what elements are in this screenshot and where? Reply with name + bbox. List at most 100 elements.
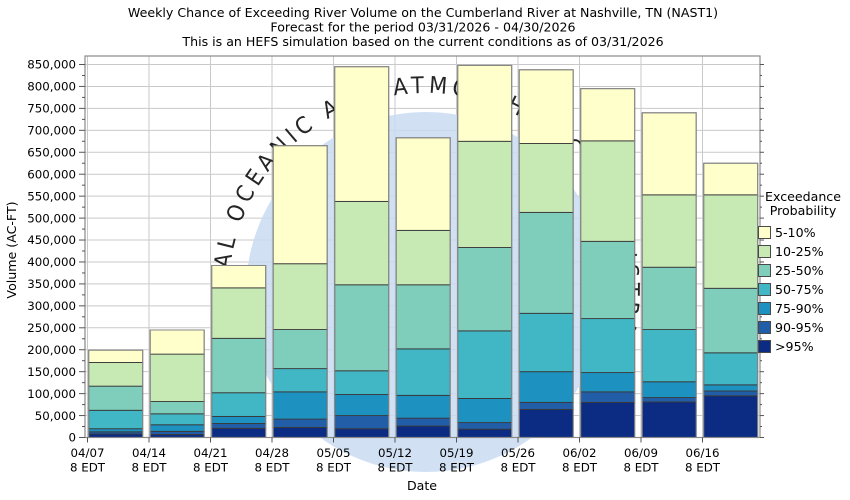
bar-segment-50-75% [334, 370, 390, 395]
x-tick-date: 05/19 [440, 446, 474, 460]
bar-segment->95% [703, 395, 759, 438]
bar-segment-10-25% [149, 353, 205, 402]
bar-segment->95% [580, 401, 636, 438]
legend-item-label: 90-95% [775, 319, 824, 335]
y-axis-title: Volume (AC-FT) [4, 201, 19, 298]
legend-item-label: 5-10% [775, 224, 816, 240]
bar-04/07 [88, 349, 144, 438]
bar-segment->95% [395, 425, 451, 438]
x-tick-time: 8 EDT [501, 461, 537, 475]
bar-06/02 [580, 88, 636, 439]
y-tick-label: 350,000 [27, 277, 76, 291]
axis-ticks-and-labels: 0 50,000 100,000 150,000 200,000 250,000 300,0… [27, 58, 764, 475]
legend-title-line2: Probability [769, 203, 837, 219]
bar-segment-10-25% [334, 200, 390, 286]
legend-title: Exceedance Probability [756, 189, 850, 219]
chart-title: Weekly Chance of Exceeding River Volume … [128, 5, 718, 20]
y-tick-label: 850,000 [27, 58, 76, 72]
bar-segment-5-10% [211, 265, 267, 289]
bar-segment-50-75% [395, 348, 451, 396]
bar-segment-75-90% [88, 428, 144, 433]
bar-segment-75-90% [395, 394, 451, 419]
bar-segment-10-25% [272, 263, 328, 330]
bar-segment-75-90% [518, 371, 574, 403]
bar-05/05 [334, 66, 390, 438]
bar-segment-10-25% [211, 287, 267, 339]
stacked-bars [88, 64, 759, 439]
y-tick-label: 600,000 [27, 167, 76, 181]
x-tick-date: 06/09 [624, 446, 658, 460]
legend-swatch [758, 263, 771, 277]
legend-swatch [758, 282, 771, 296]
bar-segment-5-10% [641, 112, 697, 196]
legend-items: 5-10% 10-25% 25-50% 50-75% 75-90% 90-95% >95% [756, 224, 850, 354]
legend-swatch [758, 225, 771, 239]
legend-item-90-95%: 90-95% [758, 319, 850, 335]
legend: Exceedance Probability 5-10% 10-25% 25-50%… [756, 189, 850, 354]
legend-item-50-75%: 50-75% [758, 281, 850, 297]
bar-segment-25-50% [518, 211, 574, 314]
bar-segment-10-25% [457, 140, 513, 248]
bar-segment-90-95% [703, 390, 759, 397]
legend-swatch [758, 301, 771, 315]
y-tick-label: 50,000 [35, 409, 76, 423]
x-tick-date: 05/26 [501, 446, 535, 460]
bar-segment->95% [272, 426, 328, 438]
bar-segment-75-90% [641, 381, 697, 399]
bar-segment-75-90% [457, 397, 513, 424]
y-tick-label: 550,000 [27, 189, 76, 203]
bar-segment-25-50% [149, 401, 205, 415]
bar-04/28 [272, 145, 328, 439]
legend-item-10-25%: 10-25% [758, 244, 850, 259]
bar-segment-50-75% [457, 330, 513, 399]
bar-segment-50-75% [211, 392, 267, 417]
chart-subtitle: Forecast for the period 03/31/2026 - 04/… [270, 20, 575, 35]
bar-segment-75-90% [703, 384, 759, 392]
bar-segment-5-10% [334, 66, 390, 202]
bar-segment-50-75% [149, 413, 205, 426]
bar-segment-25-50% [703, 287, 759, 354]
x-tick-date: 06/02 [563, 446, 597, 460]
bar-segment-50-75% [272, 368, 328, 393]
bar-segment-50-75% [641, 329, 697, 383]
y-tick-label: 750,000 [27, 102, 76, 116]
x-tick-date: 05/05 [317, 446, 351, 460]
x-tick-time: 8 EDT [70, 461, 106, 475]
x-tick-time: 8 EDT [132, 461, 168, 475]
bar-segment-25-50% [457, 247, 513, 332]
bar-segment-5-10% [272, 145, 328, 265]
x-tick-time: 8 EDT [439, 461, 475, 475]
legend-item-label: 75-90% [775, 300, 824, 316]
y-tick-label: 700,000 [27, 124, 76, 138]
y-tick-label: 450,000 [27, 233, 76, 247]
bar-segment-10-25% [395, 229, 451, 286]
bar-segment-90-95% [211, 423, 267, 429]
legend-swatch [758, 339, 771, 353]
bar-segment-50-75% [518, 312, 574, 373]
bar-segment-50-75% [580, 318, 636, 374]
bar-segment-75-90% [149, 424, 205, 432]
x-tick-date: 04/14 [132, 446, 166, 460]
bar-04/21 [211, 264, 267, 438]
bar-segment-75-90% [272, 391, 328, 420]
y-tick-label: 250,000 [27, 321, 76, 335]
bar-segment-90-95% [272, 418, 328, 428]
bar-segment-50-75% [88, 409, 144, 430]
legend-item-label: 50-75% [775, 281, 824, 297]
bar-segment-5-10% [518, 69, 574, 144]
y-tick-label: 100,000 [27, 387, 76, 401]
bar-segment-90-95% [395, 417, 451, 427]
bar-segment-90-95% [149, 430, 205, 435]
y-tick-label: 650,000 [27, 145, 76, 159]
chart-note: This is an HEFS simulation based on the … [181, 34, 663, 49]
y-tick-label: 400,000 [27, 255, 76, 269]
bar-segment-10-25% [88, 362, 144, 387]
bar-segment-25-50% [641, 266, 697, 330]
bar-segment-75-90% [580, 372, 636, 393]
bar-05/19 [457, 64, 513, 438]
legend-swatch [758, 244, 771, 258]
bar-segment-10-25% [518, 143, 574, 213]
bar-segment-75-90% [211, 415, 267, 424]
